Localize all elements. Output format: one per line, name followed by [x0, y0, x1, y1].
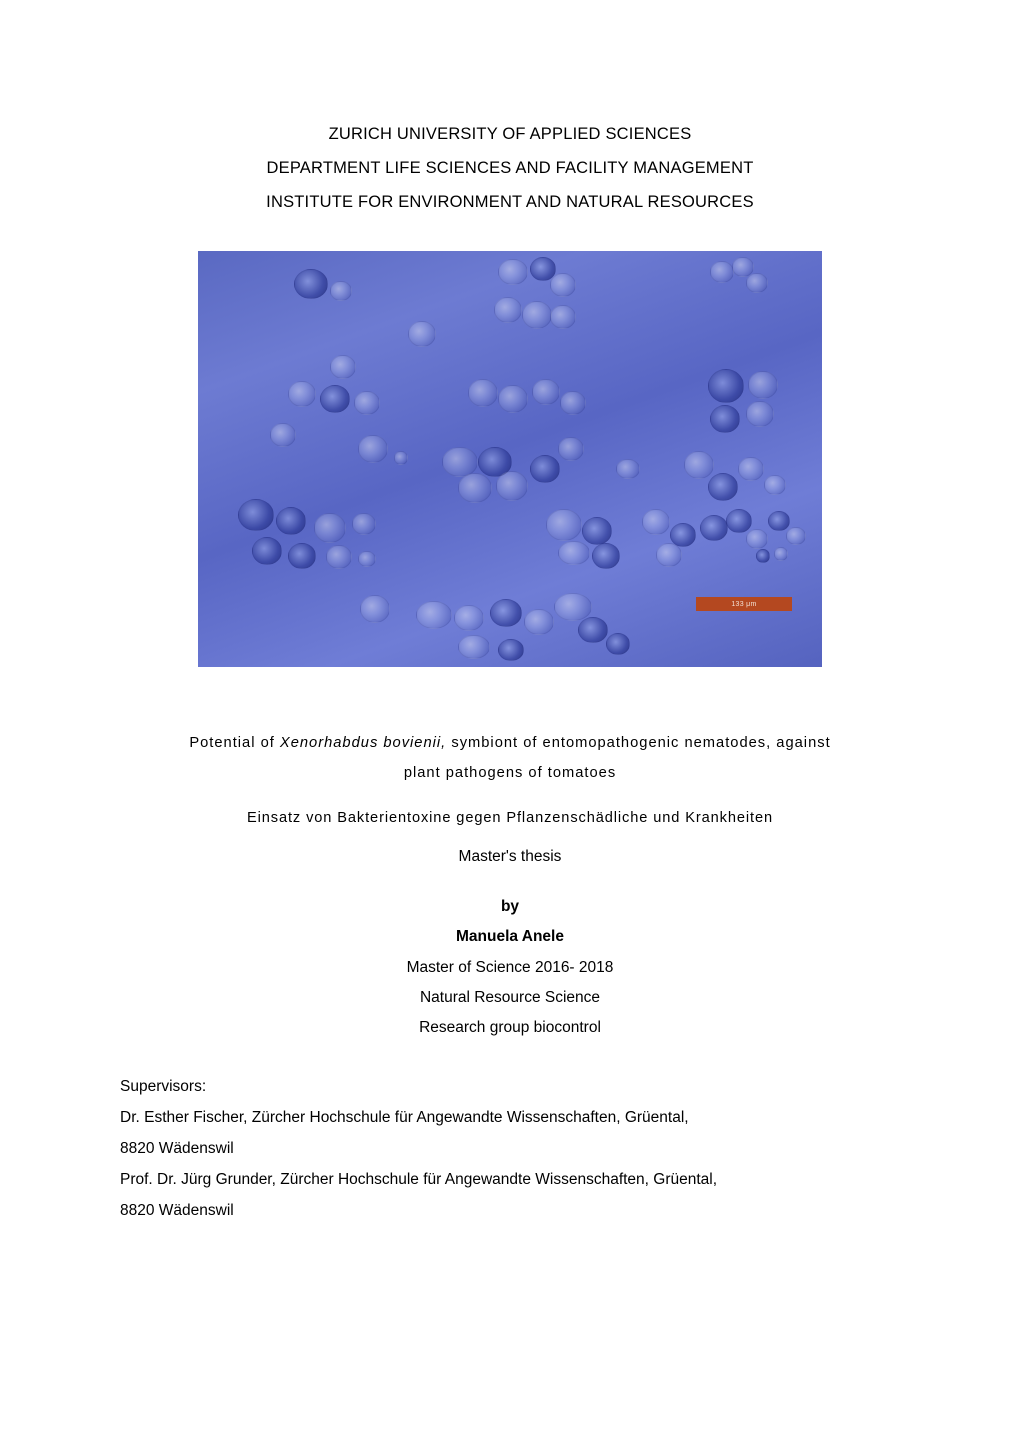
cell-shape	[684, 451, 714, 479]
cell-shape	[458, 635, 490, 659]
cell-shape	[710, 405, 740, 433]
supervisor-1-line2: 8820 Wädenswil	[120, 1133, 900, 1164]
institute-name: INSTITUTE FOR ENVIRONMENT AND NATURAL RE…	[120, 186, 900, 220]
program-line: Natural Resource Science	[120, 983, 900, 1013]
cell-shape	[276, 507, 306, 535]
cell-shape	[550, 305, 576, 329]
cell-shape	[252, 537, 282, 565]
thesis-title-de: Einsatz von Bakterientoxine gegen Pflanz…	[120, 810, 900, 826]
cell-shape	[496, 471, 528, 501]
cell-shape	[358, 551, 376, 567]
cell-shape	[746, 273, 768, 293]
species-name: Xenorhabdus bovienii,	[280, 735, 446, 751]
cell-shape	[746, 401, 774, 427]
university-name: ZURICH UNIVERSITY OF APPLIED SCIENCES	[120, 118, 900, 152]
cell-shape	[746, 529, 768, 549]
cell-shape	[708, 473, 738, 501]
scale-bar: 133 μm	[696, 597, 792, 611]
cell-shape	[592, 543, 620, 569]
cell-shape	[494, 297, 522, 323]
cell-shape	[294, 269, 328, 299]
by-label: by	[120, 892, 900, 922]
cell-shape	[532, 379, 560, 405]
supervisor-2-line2: 8820 Wädenswil	[120, 1195, 900, 1226]
supervisor-2-line1: Prof. Dr. Jürg Grunder, Zürcher Hochschu…	[120, 1164, 900, 1195]
cell-shape	[710, 261, 734, 283]
cell-shape	[352, 513, 376, 535]
cell-shape	[458, 473, 492, 503]
thesis-title-en: Potential of Xenorhabdus bovienii, symbi…	[120, 729, 900, 788]
cell-shape	[786, 527, 806, 545]
cell-shape	[416, 601, 452, 629]
cell-shape	[288, 381, 316, 407]
cell-shape	[560, 391, 586, 415]
cell-shape	[524, 609, 554, 635]
cell-shape	[498, 259, 528, 285]
author-name: Manuela Anele	[120, 922, 900, 952]
supervisor-1-line1: Dr. Esther Fischer, Zürcher Hochschule f…	[120, 1102, 900, 1133]
cell-shape	[558, 437, 584, 461]
institution-header: ZURICH UNIVERSITY OF APPLIED SCIENCES DE…	[120, 118, 900, 219]
cell-shape	[606, 633, 630, 655]
cell-shape	[394, 451, 408, 465]
supervisors-heading: Supervisors:	[120, 1071, 900, 1102]
cell-shape	[764, 475, 786, 495]
scale-bar-label: 133 μm	[731, 601, 756, 608]
cell-shape	[314, 513, 346, 543]
cell-shape	[330, 355, 356, 379]
cell-shape	[578, 617, 608, 643]
cell-shape	[656, 543, 682, 567]
supervisors-block: Supervisors: Dr. Esther Fischer, Zürcher…	[120, 1071, 900, 1226]
cell-shape	[522, 301, 552, 329]
cell-shape	[748, 371, 778, 399]
cell-shape	[726, 509, 752, 533]
cell-shape	[774, 547, 788, 561]
cell-shape	[756, 549, 770, 563]
author-block: by Manuela Anele Master of Science 2016-…	[120, 892, 900, 1043]
group-line: Research group biocontrol	[120, 1013, 900, 1043]
cell-shape	[320, 385, 350, 413]
cell-shape	[558, 541, 590, 565]
cell-shape	[326, 545, 352, 569]
cell-shape	[408, 321, 436, 347]
cell-shape	[582, 517, 612, 545]
cell-shape	[530, 455, 560, 483]
department-name: DEPARTMENT LIFE SCIENCES AND FACILITY MA…	[120, 152, 900, 186]
cell-shape	[498, 385, 528, 413]
cell-shape	[498, 639, 524, 661]
cell-shape	[700, 515, 728, 541]
cell-shape	[642, 509, 670, 535]
cell-shape	[546, 509, 582, 541]
cell-shape	[768, 511, 790, 531]
cell-shape	[550, 273, 576, 297]
cell-shape	[454, 605, 484, 631]
microscopy-figure: 133 μm	[198, 251, 822, 667]
cell-shape	[360, 595, 390, 623]
title-en-line2: plant pathogens of tomatoes	[120, 759, 900, 788]
title-en-line1: Potential of Xenorhabdus bovienii, symbi…	[120, 729, 900, 758]
cell-shape	[238, 499, 274, 531]
cell-shape	[330, 281, 352, 301]
cell-shape	[288, 543, 316, 569]
cell-shape	[738, 457, 764, 481]
cell-shape	[354, 391, 380, 415]
cell-shape	[490, 599, 522, 627]
cell-shape	[468, 379, 498, 407]
degree-line: Master of Science 2016- 2018	[120, 953, 900, 983]
cell-shape	[616, 459, 640, 479]
thesis-type: Master's thesis	[120, 848, 900, 866]
cell-shape	[270, 423, 296, 447]
cell-shape	[358, 435, 388, 463]
cell-shape	[708, 369, 744, 403]
